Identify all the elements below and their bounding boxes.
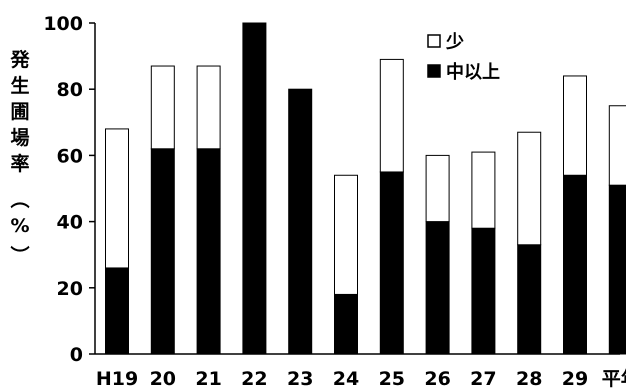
- y-axis-label-char: 圃: [10, 101, 29, 123]
- y-axis-label-char: （: [8, 189, 31, 208]
- bar-minor-segment: [563, 75, 587, 176]
- bars: [105, 22, 626, 355]
- bar-minor-segment: [379, 58, 404, 173]
- x-tick-label: 平年: [602, 367, 626, 389]
- y-tick-label: 20: [57, 278, 83, 300]
- x-tick-label: 26: [424, 368, 450, 389]
- bar-minor-segment: [517, 131, 542, 246]
- x-tick-label: 28: [516, 368, 542, 389]
- legend-swatch: [427, 34, 441, 48]
- bar-major-segment: [334, 293, 358, 355]
- y-axis-label-char: 発: [9, 48, 30, 71]
- y-tick-label: 0: [70, 344, 83, 366]
- bar-major-segment: [288, 88, 313, 355]
- bar-major-segment: [563, 174, 587, 355]
- y-tick-label: 60: [57, 145, 83, 167]
- y-axis-label-char: 場: [10, 127, 29, 149]
- x-axis-ticks: H19 20 21 22 23 24 25 26 27 28 29 平年: [96, 367, 626, 389]
- bar-major-segment: [150, 148, 175, 355]
- bar-major-segment: [242, 22, 267, 355]
- y-axis-label-char: ）: [8, 245, 31, 264]
- y-axis-label-char: 率: [10, 152, 29, 175]
- bar-minor-segment: [105, 128, 129, 269]
- legend-swatch: [427, 64, 441, 78]
- x-tick-label: 29: [562, 368, 588, 389]
- bar-major-segment: [425, 221, 450, 355]
- x-tick-label: 21: [195, 368, 221, 389]
- x-tick-label: H19: [96, 368, 138, 389]
- x-tick-label: 20: [150, 368, 176, 389]
- bar-major-segment: [608, 184, 626, 355]
- legend-label: 少: [445, 32, 464, 53]
- bar-major-segment: [105, 267, 129, 355]
- y-tick-label: 100: [43, 13, 83, 35]
- x-tick-label: 25: [379, 368, 405, 389]
- y-tick-label: 80: [57, 79, 83, 101]
- bar-major-segment: [471, 227, 496, 355]
- legend-box: [419, 24, 555, 91]
- x-tick-label: 24: [333, 368, 359, 389]
- bar-minor-segment: [150, 65, 175, 150]
- y-axis-label-char: %: [10, 215, 29, 237]
- x-tick-label: 22: [241, 368, 267, 389]
- bar-major-segment: [196, 148, 221, 355]
- x-tick-label: 23: [287, 368, 313, 389]
- bar-minor-segment: [196, 65, 221, 150]
- bar-minor-segment: [334, 174, 358, 295]
- bar-major-segment: [379, 171, 404, 355]
- bar-major-segment: [517, 244, 542, 355]
- y-axis-label-char: 生: [10, 74, 29, 97]
- y-tick-label: 40: [57, 212, 83, 234]
- legend-label: 中以上: [446, 61, 500, 83]
- y-axis-ticks: 0 20 40 60 80 100: [43, 13, 95, 366]
- bar-minor-segment: [608, 105, 626, 186]
- bar-minor-segment: [471, 151, 496, 229]
- bar-minor-segment: [425, 154, 450, 223]
- x-tick-label: 27: [470, 368, 496, 389]
